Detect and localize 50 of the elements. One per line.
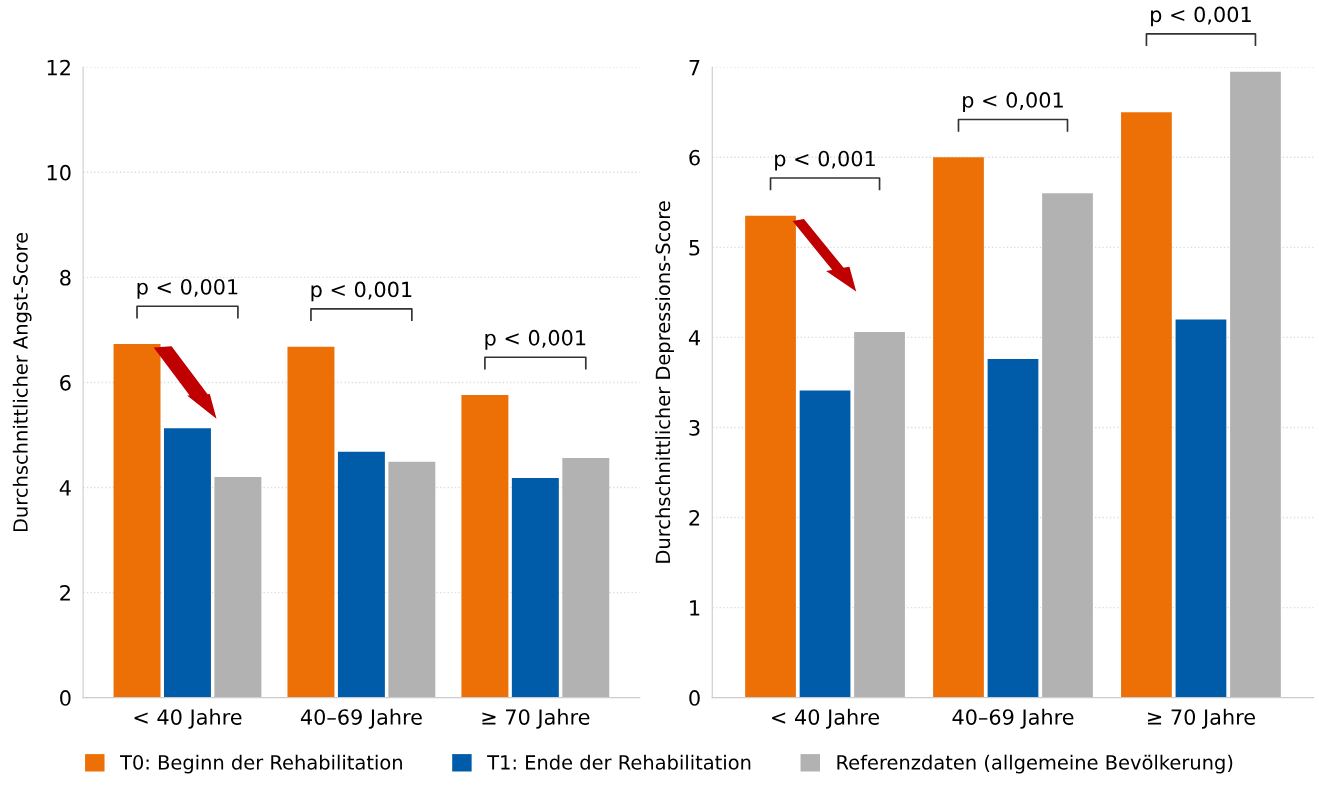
annotation: p < 0,001: [775, 150, 875, 171]
annotation: p < 0,001: [963, 92, 1063, 112]
bar: [287, 346, 335, 698]
y-tick-label: 8: [60, 269, 71, 286]
bar: [163, 428, 211, 698]
y-tick-label: 2: [689, 509, 700, 526]
y-tick-label: 10: [47, 164, 71, 181]
x-tick-label: 40–69 Jahre: [300, 708, 422, 729]
y-tick-label: 4: [59, 480, 71, 496]
bar: [1121, 112, 1172, 698]
bar: [1230, 71, 1281, 698]
bar: [1042, 193, 1093, 698]
bar: [745, 215, 796, 698]
bar: [461, 395, 509, 698]
y-axis-title: Durchschnittlicher Angst-Score: [12, 232, 32, 532]
legend-label: T1: Ende der Rehabilitation: [487, 754, 751, 770]
y-tick-label: 6: [60, 374, 71, 391]
bar: [933, 157, 984, 698]
annotation: p < 0,001: [485, 329, 586, 350]
x-tick-label: ≥ 70 Jahre: [1148, 708, 1255, 729]
bar: [799, 390, 851, 698]
legend-label: Referenzdaten (allgemeine Bevölkerung): [837, 754, 1233, 774]
x-tick-label: ≥ 70 Jahre: [482, 708, 590, 729]
x-tick-label: 40–69 Jahre: [952, 708, 1074, 729]
bar: [562, 458, 610, 698]
bar: [854, 332, 905, 698]
y-tick-label: 4: [688, 330, 700, 346]
annotation: p < 0,001: [137, 278, 238, 299]
y-tick-label: 0: [689, 690, 700, 706]
bar: [388, 461, 436, 698]
bar: [511, 478, 559, 698]
bar: [113, 344, 161, 698]
x-tick-label: < 40 Jahre: [772, 708, 880, 729]
annotation: p < 0,001: [311, 281, 412, 302]
y-tick-label: 12: [47, 59, 70, 76]
y-tick-label: 1: [690, 600, 700, 616]
y-tick-label: 6: [689, 149, 700, 166]
text: p < 0,001: [1151, 6, 1251, 27]
legend-label: T0: Beginn der Rehabilitation: [120, 754, 402, 774]
y-tick-label: 5: [689, 240, 700, 256]
y-tick-label: 0: [60, 690, 71, 706]
bar: [214, 477, 262, 698]
y-tick-label: 7: [689, 59, 700, 76]
bar: [337, 451, 385, 698]
y-tick-label: 3: [689, 419, 700, 436]
bar: [987, 359, 1039, 698]
y-tick-label: 2: [60, 585, 70, 601]
y-axis-title: Durchschnittlicher Depressions-Score: [655, 201, 674, 563]
bar: [1175, 319, 1227, 698]
x-tick-label: < 40 Jahre: [134, 708, 242, 729]
